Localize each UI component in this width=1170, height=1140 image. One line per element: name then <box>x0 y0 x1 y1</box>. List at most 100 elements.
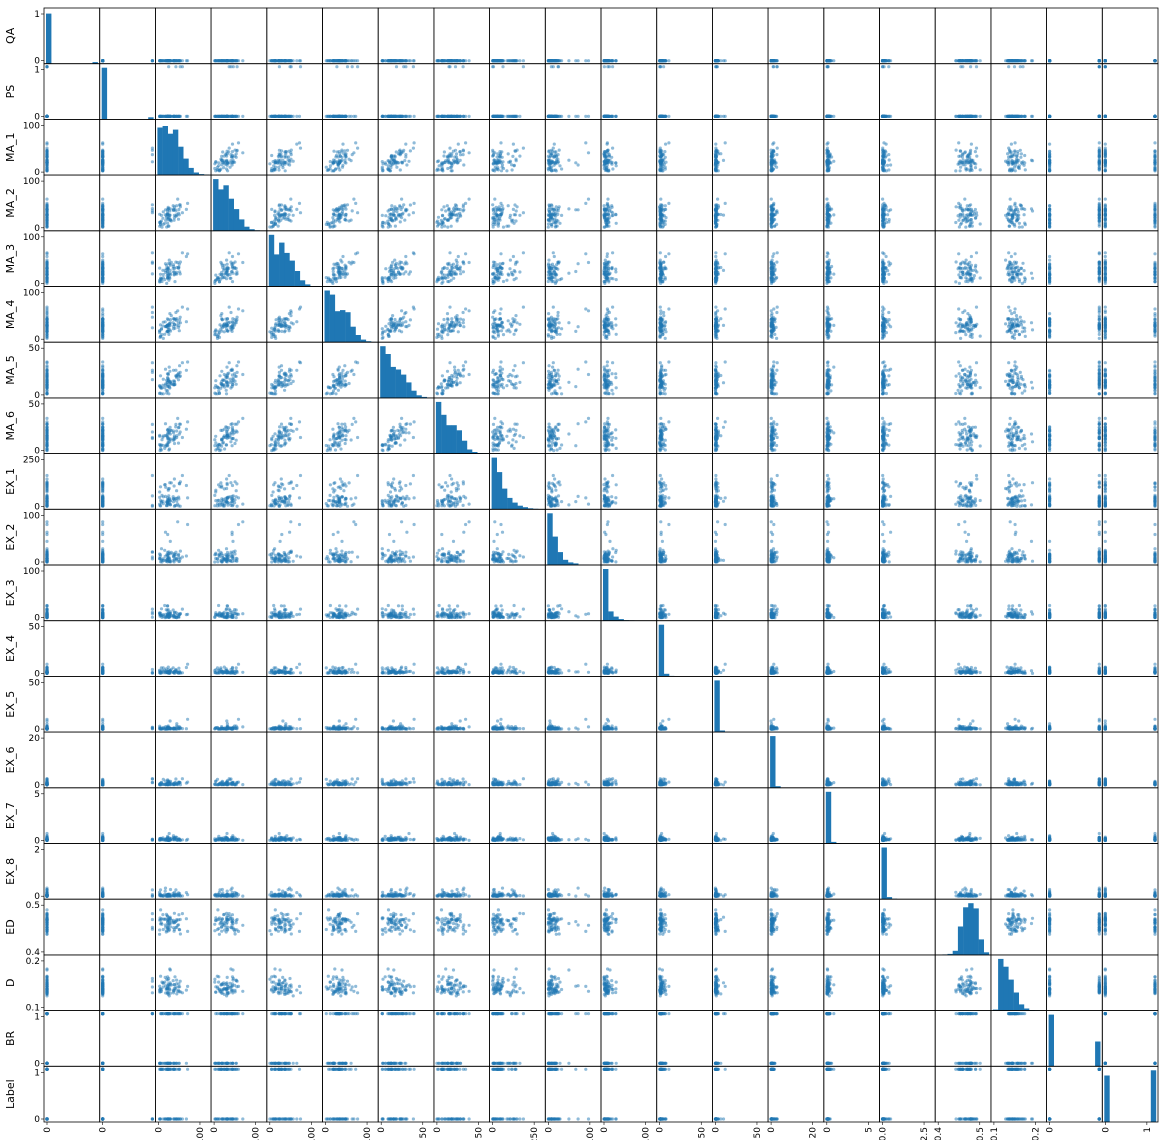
hist-bar <box>188 167 194 176</box>
scatter-point <box>518 59 522 63</box>
scatter-point <box>467 59 471 63</box>
scatter-point <box>606 59 610 63</box>
scatter-point <box>274 222 278 226</box>
scatter-point <box>277 165 281 169</box>
scatter-point <box>773 114 777 118</box>
scatter-point <box>448 65 452 69</box>
scatter-point <box>453 65 458 69</box>
scatter-point <box>448 214 452 218</box>
scatter-point <box>380 114 384 118</box>
scatter-point <box>1097 154 1101 158</box>
scatter-point <box>45 114 49 118</box>
cell-PS-vs-Label <box>1101 63 1159 120</box>
cell-QA-vs-MA_1 <box>154 7 212 65</box>
scatter-point <box>340 204 344 208</box>
scatter-point <box>553 59 557 63</box>
cell-frame <box>377 63 435 120</box>
scatter-point <box>462 208 466 212</box>
scatter-point <box>605 142 609 146</box>
scatter-point <box>825 65 830 69</box>
scatter-point <box>400 114 404 118</box>
scatter-point <box>881 59 885 63</box>
scatter-point <box>221 114 225 118</box>
scatter-point <box>150 160 154 164</box>
cell-frame <box>43 7 101 65</box>
scatter-point <box>404 59 408 63</box>
scatter-point <box>398 220 402 224</box>
scatter-point <box>551 146 555 150</box>
scatter-point <box>723 141 727 145</box>
scatter-point <box>390 204 394 208</box>
cell-QA-vs-Label <box>1101 7 1159 65</box>
scatter-point <box>547 213 551 217</box>
scatter-point <box>394 65 399 69</box>
scatter-point <box>345 148 350 152</box>
scatter-point <box>343 205 347 209</box>
scatter-point <box>556 212 560 216</box>
scatter-point <box>1097 165 1101 169</box>
scatter-point <box>289 197 293 201</box>
scatter-point <box>1017 114 1022 118</box>
scatter-point <box>714 154 718 158</box>
scatter-point <box>354 201 358 205</box>
scatter-point <box>328 225 332 229</box>
cell-PS-vs-ED <box>934 63 992 120</box>
scatter-point <box>557 148 561 152</box>
scatter-point <box>769 164 774 168</box>
scatter-point <box>394 217 398 221</box>
scatter-point <box>716 197 720 201</box>
scatter-point <box>1103 142 1107 146</box>
scatter-point <box>412 114 416 118</box>
scatter-point <box>973 166 978 170</box>
scatter-point <box>554 154 558 158</box>
scatter-point <box>1010 159 1015 163</box>
scatter-point <box>150 203 154 207</box>
hist-bar <box>239 219 245 231</box>
scatter-point <box>231 114 235 118</box>
hist-bar <box>157 127 163 176</box>
scatter-point <box>224 152 228 156</box>
scatter-point <box>1007 65 1011 69</box>
scatter-point <box>165 212 170 216</box>
scatter-point <box>659 212 663 216</box>
scatter-point <box>235 65 239 69</box>
scatter-point <box>270 59 274 63</box>
scatter-point <box>667 59 671 63</box>
cell-MA_2-vs-MA_1 <box>154 174 212 232</box>
cell-frame <box>1101 119 1159 176</box>
scatter-point <box>180 65 184 69</box>
scatter-point <box>435 114 440 118</box>
scatter-point <box>586 114 591 118</box>
scatter-point <box>282 212 286 216</box>
scatter-point <box>456 114 460 118</box>
scatter-point <box>1103 65 1107 69</box>
scatter-point <box>445 204 449 208</box>
scatter-point <box>714 146 718 150</box>
scatter-point <box>1097 146 1101 150</box>
scatter-point <box>295 59 299 63</box>
cell-frame <box>377 7 435 65</box>
scatter-point <box>493 197 497 201</box>
scatter-point <box>440 208 444 212</box>
scatter-point <box>606 114 610 118</box>
scatter-point <box>343 154 347 158</box>
scatter-point <box>604 208 608 212</box>
cell-frame <box>712 63 769 120</box>
cell-QA-vs-EX_3 <box>600 7 658 65</box>
cell-frame <box>544 63 602 120</box>
scatter-point <box>461 153 465 157</box>
scatter-point <box>283 205 287 209</box>
scatter-point <box>454 204 459 208</box>
scatter-point <box>101 222 105 226</box>
scatter-point <box>291 59 295 63</box>
scatter-point <box>168 114 172 118</box>
scatter-point <box>334 155 338 159</box>
scatter-point <box>408 149 412 153</box>
scatter-point <box>662 65 666 69</box>
scatter-point <box>273 209 277 213</box>
cell-MA_1-vs-ED <box>934 119 992 176</box>
cell-frame <box>823 63 880 120</box>
scatter-point <box>274 159 278 163</box>
scatter-point <box>664 216 668 220</box>
scatter-point <box>505 114 509 118</box>
